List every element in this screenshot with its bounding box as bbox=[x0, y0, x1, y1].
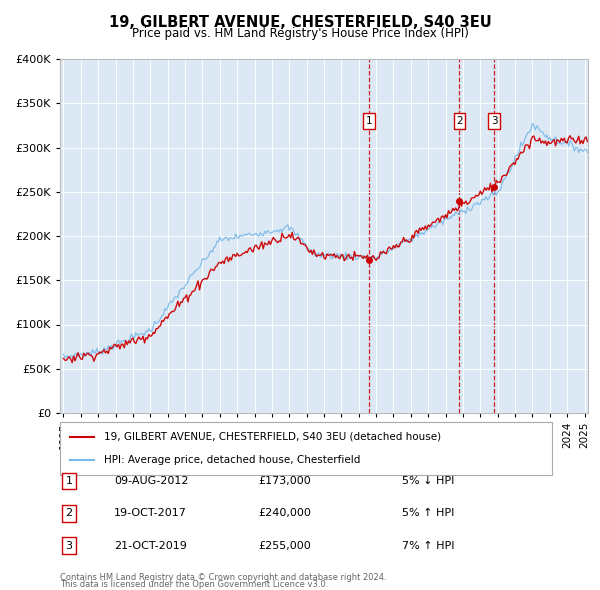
Text: 3: 3 bbox=[491, 116, 497, 126]
Text: 19, GILBERT AVENUE, CHESTERFIELD, S40 3EU (detached house): 19, GILBERT AVENUE, CHESTERFIELD, S40 3E… bbox=[104, 432, 442, 442]
FancyBboxPatch shape bbox=[60, 422, 552, 475]
Text: 19-OCT-2017: 19-OCT-2017 bbox=[114, 509, 187, 518]
Text: HPI: Average price, detached house, Chesterfield: HPI: Average price, detached house, Ches… bbox=[104, 455, 361, 465]
Text: 3: 3 bbox=[65, 541, 73, 550]
Text: £173,000: £173,000 bbox=[258, 476, 311, 486]
Text: £255,000: £255,000 bbox=[258, 541, 311, 550]
Text: 09-AUG-2012: 09-AUG-2012 bbox=[114, 476, 188, 486]
Text: 2: 2 bbox=[456, 116, 463, 126]
Text: £240,000: £240,000 bbox=[258, 509, 311, 518]
Text: 5% ↑ HPI: 5% ↑ HPI bbox=[402, 509, 454, 518]
Text: Price paid vs. HM Land Registry's House Price Index (HPI): Price paid vs. HM Land Registry's House … bbox=[131, 27, 469, 40]
Text: 7% ↑ HPI: 7% ↑ HPI bbox=[402, 541, 455, 550]
Text: 1: 1 bbox=[65, 476, 73, 486]
Text: 21-OCT-2019: 21-OCT-2019 bbox=[114, 541, 187, 550]
Text: Contains HM Land Registry data © Crown copyright and database right 2024.: Contains HM Land Registry data © Crown c… bbox=[60, 573, 386, 582]
Text: 1: 1 bbox=[366, 116, 373, 126]
Text: This data is licensed under the Open Government Licence v3.0.: This data is licensed under the Open Gov… bbox=[60, 581, 328, 589]
Text: 19, GILBERT AVENUE, CHESTERFIELD, S40 3EU: 19, GILBERT AVENUE, CHESTERFIELD, S40 3E… bbox=[109, 15, 491, 30]
Text: 5% ↓ HPI: 5% ↓ HPI bbox=[402, 476, 454, 486]
Text: 2: 2 bbox=[65, 509, 73, 518]
